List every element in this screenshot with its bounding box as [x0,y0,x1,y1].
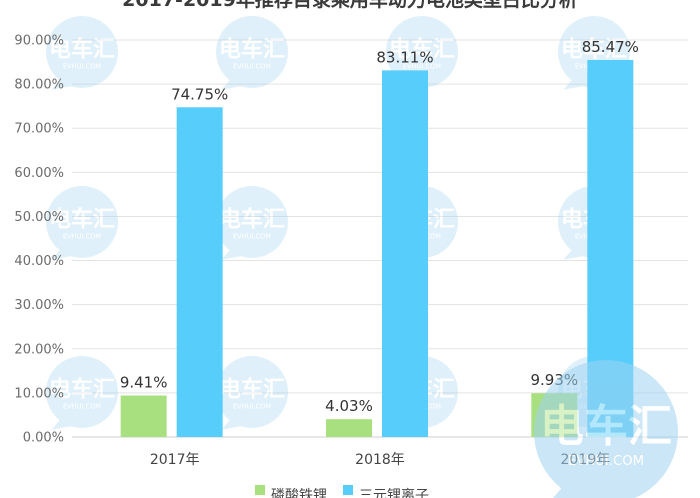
watermark-text: 电车汇 [540,401,672,452]
watermark-subtext: EVHUI.COM [233,63,271,71]
data-label: 4.03% [325,397,373,415]
legend: 磷酸铁锂 三元锂离子 [255,485,429,498]
y-tick-label: 70.00% [14,122,64,137]
watermark-subtext: EVHUI.COM [233,403,271,411]
y-tick-label: 50.00% [14,210,64,225]
watermark-subtext: EVHUI.COM [63,63,101,71]
legend-label: 三元锂离子 [359,487,429,498]
watermark-subtext: EVHUI.COM [233,233,271,241]
watermark-text: 电车汇 [49,206,115,232]
watermark-subtext: EVHUI.COM [403,63,441,71]
data-label: 9.41% [120,373,168,391]
watermark-text: 电车汇 [219,376,285,402]
y-tick-label: 30.00% [14,298,64,313]
watermark-logo: 电车汇 EVHUI.COM [534,360,678,498]
y-tick-label: 60.00% [14,166,64,181]
watermark-subtext: EVHUI.COM [63,403,101,411]
x-tick-label: 2017年 [150,452,200,468]
watermark-text: 电车汇 [49,36,115,62]
y-tick-label: 10.00% [14,386,64,401]
data-label: 85.47% [582,38,639,56]
data-label: 83.11% [376,48,433,66]
legend-item: 三元锂离子 [343,485,429,498]
data-label: 74.75% [171,85,228,103]
bar-ternary [382,70,428,438]
y-tick-label: 20.00% [14,342,64,357]
axes: 0.00% 10.00% 20.00% 30.00% 40.00% 50.00% 60.00… [14,34,610,469]
legend-item: 磷酸铁锂 [255,485,327,498]
legend-swatch [255,485,265,495]
bar-lfp [120,395,167,437]
y-tick-label: 80.00% [14,78,64,93]
legend-swatch [343,485,353,495]
chart-title: 2017-2019年推荐目录乘用车动力电池类型占比分析 [122,0,578,11]
watermark-text: 电车汇 [219,206,285,232]
watermark-text: 电车汇 [389,36,455,62]
x-tick-label: 2018年 [355,452,405,468]
y-tick-label: 0.00% [23,431,64,446]
watermark-subtext: EVHUI.COM [63,233,101,241]
watermarks: 电车汇EVHUI.COM电车汇EVHUI.COM电车汇EVHUI.COM电车汇E… [46,16,630,430]
legend-label: 磷酸铁锂 [271,488,327,498]
watermark-text: 电车汇 [561,36,627,62]
corner-watermark: 电车汇 EVHUI.COM [534,360,678,498]
watermark-subtext: EVHUI.COM [568,454,644,469]
bar-lfp [326,419,372,437]
y-tick-label: 40.00% [14,254,64,269]
bar-ternary [176,107,223,438]
watermark-text: 电车汇 [219,36,285,62]
watermark-text: 电车汇 [49,376,115,402]
y-tick-label: 90.00% [14,34,64,49]
gridlines [72,39,688,438]
